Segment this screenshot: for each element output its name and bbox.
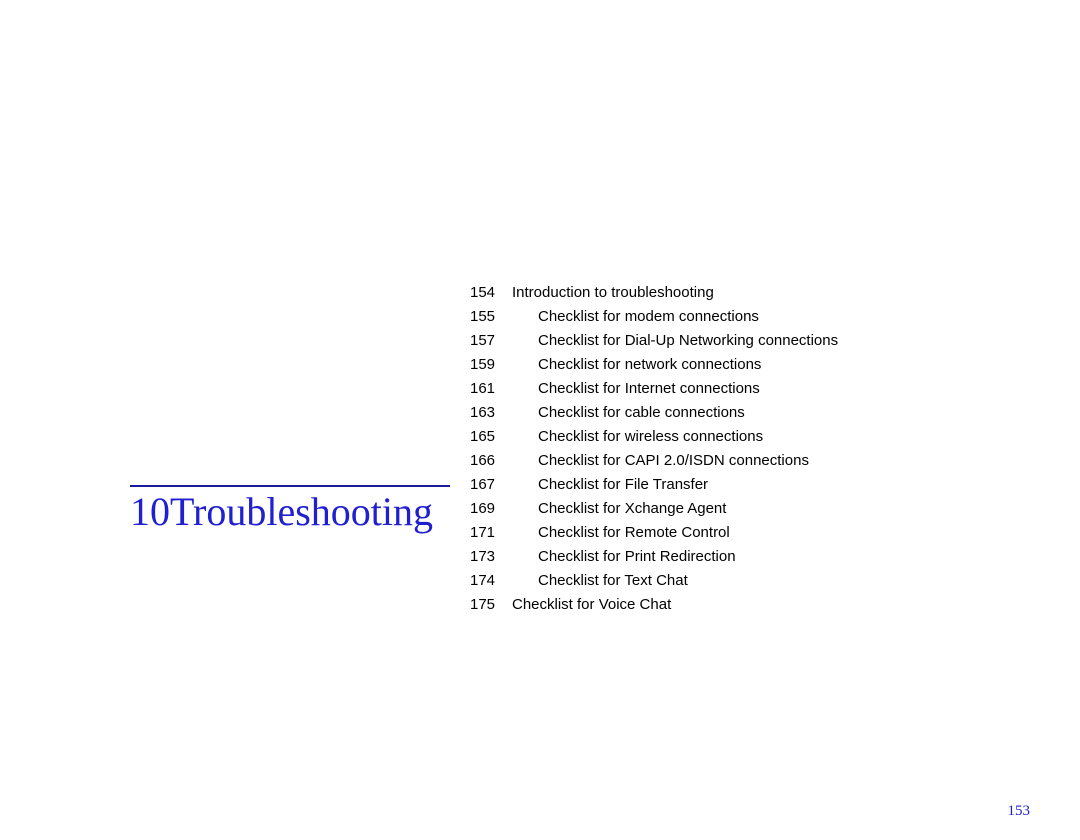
toc-entry-page: 159 [470, 353, 512, 377]
toc-entry: 163Checklist for cable connections [470, 401, 838, 425]
toc-entry-page: 173 [470, 545, 512, 569]
toc-entry-title: Checklist for Remote Control [512, 521, 730, 545]
toc-entry-page: 166 [470, 449, 512, 473]
toc-entry-title: Introduction to troubleshooting [512, 281, 714, 305]
toc-entry: 161Checklist for Internet connections [470, 377, 838, 401]
toc-entry-title: Checklist for CAPI 2.0/ISDN connections [512, 449, 809, 473]
toc-entry-title: Checklist for network connections [512, 353, 761, 377]
toc-entry-page: 167 [470, 473, 512, 497]
toc-entry-title: Checklist for wireless connections [512, 425, 763, 449]
toc-entry-page: 161 [470, 377, 512, 401]
toc-entry-page: 171 [470, 521, 512, 545]
toc-entry: 173Checklist for Print Redirection [470, 545, 838, 569]
toc-entry-page: 154 [470, 281, 512, 305]
toc-entry-title: Checklist for Text Chat [512, 569, 688, 593]
toc-entry: 174Checklist for Text Chat [470, 569, 838, 593]
toc-entry: 155Checklist for modem connections [470, 305, 838, 329]
toc-entry-page: 155 [470, 305, 512, 329]
toc-entry: 157Checklist for Dial-Up Networking conn… [470, 329, 838, 353]
toc-entry-title: Checklist for Internet connections [512, 377, 760, 401]
chapter-heading-block: 10Troubleshooting [130, 485, 450, 533]
toc-entry-page: 169 [470, 497, 512, 521]
toc-entry-page: 175 [470, 593, 512, 617]
toc-entry-title: Checklist for Dial-Up Networking connect… [512, 329, 838, 353]
toc-entry-title: Checklist for Voice Chat [512, 593, 671, 617]
toc-entry-title: Checklist for modem connections [512, 305, 759, 329]
toc-entry: 169Checklist for Xchange Agent [470, 497, 838, 521]
chapter-heading: 10Troubleshooting [130, 491, 450, 533]
toc-entry-title: Checklist for File Transfer [512, 473, 708, 497]
toc-entry: 165Checklist for wireless connections [470, 425, 838, 449]
toc-entry: 154Introduction to troubleshooting [470, 281, 838, 305]
toc-entry-title: Checklist for Print Redirection [512, 545, 736, 569]
toc-entry-page: 157 [470, 329, 512, 353]
footer-page-number: 153 [1008, 803, 1031, 820]
table-of-contents: 154Introduction to troubleshooting155Che… [470, 281, 838, 617]
toc-entry: 159Checklist for network connections [470, 353, 838, 377]
toc-entry-page: 174 [470, 569, 512, 593]
toc-entry: 166Checklist for CAPI 2.0/ISDN connectio… [470, 449, 838, 473]
toc-entry: 175Checklist for Voice Chat [470, 593, 838, 617]
toc-entry-page: 163 [470, 401, 512, 425]
toc-entry-title: Checklist for cable connections [512, 401, 745, 425]
page: 10Troubleshooting 154Introduction to tro… [0, 0, 1080, 840]
heading-rule [130, 485, 450, 487]
toc-entry-page: 165 [470, 425, 512, 449]
toc-entry: 167Checklist for File Transfer [470, 473, 838, 497]
toc-entry-title: Checklist for Xchange Agent [512, 497, 726, 521]
toc-entry: 171Checklist for Remote Control [470, 521, 838, 545]
